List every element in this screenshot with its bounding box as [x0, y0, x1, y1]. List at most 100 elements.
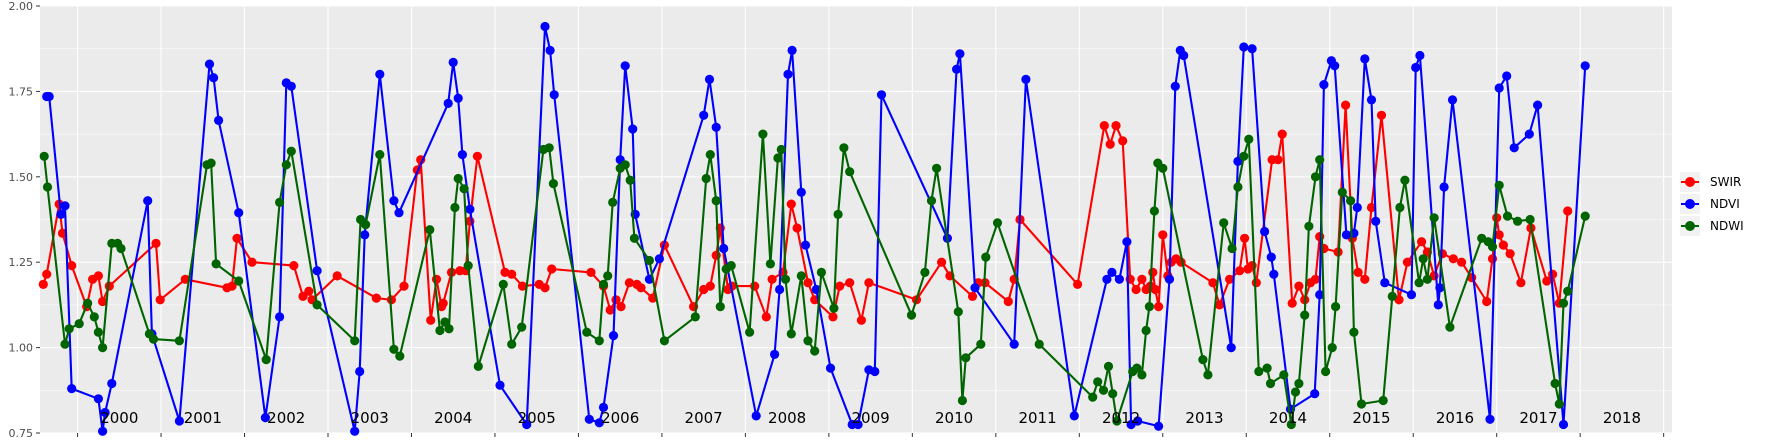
data-point-ndvi: [1226, 343, 1236, 353]
data-point-ndwi: [517, 322, 527, 332]
data-point-swir: [517, 281, 528, 291]
data-point-swir: [786, 199, 796, 209]
data-point-swir: [792, 223, 802, 233]
data-point-swir: [155, 295, 165, 305]
data-point-ndwi: [1158, 163, 1168, 173]
data-point-ndvi: [1164, 274, 1175, 284]
data-point-ndwi: [1088, 392, 1098, 402]
data-point-ndvi: [952, 64, 962, 74]
data-point-ndwi: [1418, 254, 1428, 264]
data-point-swir: [1148, 267, 1158, 277]
data-point-swir: [1073, 279, 1083, 289]
data-point-swir: [1516, 278, 1526, 288]
data-point-ndvi: [209, 73, 219, 83]
data-point-ndwi: [1563, 286, 1573, 296]
year-label-2010: 2010: [935, 409, 973, 427]
data-point-ndwi: [926, 196, 937, 206]
data-point-swir: [42, 269, 52, 279]
data-point-ndwi: [839, 143, 849, 153]
data-point-ndvi: [93, 394, 103, 404]
data-point-ndvi: [1411, 62, 1421, 73]
legend: SWIR NDVI NDWI: [1680, 172, 1744, 236]
data-point-ndvi: [1415, 50, 1425, 61]
data-point-ndvi: [1319, 80, 1329, 90]
data-point-ndvi: [1524, 129, 1534, 139]
data-point-ndwi: [603, 271, 613, 281]
data-point-ndvi: [751, 411, 761, 421]
y-tick-label: 1.25: [9, 256, 34, 269]
data-point-ndwi: [64, 324, 74, 334]
data-point-ndvi: [800, 240, 811, 250]
data-point-ndwi: [758, 129, 768, 139]
data-point-ndvi: [60, 201, 70, 211]
data-point-ndwi: [1400, 175, 1410, 185]
data-point-swir: [705, 281, 715, 291]
data-point-swir: [1273, 155, 1283, 165]
data-point-swir: [1158, 230, 1168, 240]
data-point-swir: [1487, 254, 1498, 264]
data-point-ndwi: [74, 319, 84, 329]
data-point-ndwi: [148, 334, 159, 344]
data-point-ndwi: [776, 144, 786, 155]
data-point-swir: [289, 261, 299, 271]
legend-label-ndvi: NDVI: [1710, 197, 1740, 211]
data-point-ndwi: [829, 303, 839, 313]
data-point-ndwi: [1286, 419, 1296, 430]
data-point-ndwi: [608, 197, 618, 207]
data-point-swir: [180, 274, 190, 284]
data-point-swir: [1111, 121, 1121, 131]
year-label-2002: 2002: [267, 409, 305, 427]
data-point-ndwi: [83, 298, 93, 308]
data-point-ndwi: [375, 150, 385, 160]
data-point-swir: [1402, 257, 1412, 267]
data-point-swir: [1448, 254, 1458, 264]
year-label-2003: 2003: [351, 409, 389, 427]
year-label-2013: 2013: [1185, 409, 1223, 427]
data-point-ndvi: [260, 413, 270, 423]
data-point-ndwi: [1294, 378, 1304, 389]
data-point-ndwi: [992, 218, 1003, 228]
data-point-ndwi: [816, 267, 827, 277]
data-point-ndwi: [906, 310, 917, 320]
data-point-ndvi: [1371, 216, 1381, 226]
data-point-ndvi: [1269, 269, 1279, 279]
data-point-swir: [93, 271, 103, 281]
data-point-ndwi: [1300, 310, 1310, 320]
data-point-ndvi: [1247, 44, 1257, 54]
data-point-swir: [1118, 136, 1128, 146]
data-point-ndwi: [463, 261, 473, 271]
data-point-swir: [547, 264, 557, 274]
data-point-ndvi: [719, 243, 729, 254]
year-label-2015: 2015: [1352, 409, 1390, 427]
data-point-swir: [864, 278, 874, 288]
data-point-ndwi: [1580, 211, 1590, 221]
data-point-ndwi: [625, 175, 635, 185]
data-point-ndwi: [453, 173, 463, 184]
data-point-swir: [507, 269, 517, 279]
data-point-ndvi: [1509, 143, 1519, 153]
data-point-swir: [431, 274, 442, 284]
data-point-swir: [227, 281, 237, 291]
year-label-2011: 2011: [1018, 409, 1056, 427]
data-point-ndwi: [548, 179, 559, 189]
data-point-ndvi: [465, 204, 475, 214]
data-point-swir: [828, 312, 838, 322]
data-point-ndwi: [1513, 216, 1523, 226]
data-point-ndwi: [1132, 363, 1142, 373]
data-point-ndwi: [1310, 172, 1321, 182]
data-point-ndvi: [204, 59, 215, 69]
data-point-swir: [1360, 274, 1370, 284]
data-point-ndvi: [770, 349, 780, 359]
data-point-ndvi: [598, 402, 609, 412]
year-label-2017: 2017: [1519, 409, 1557, 427]
data-point-swir: [1277, 129, 1287, 139]
data-point-ndvi: [174, 416, 184, 426]
data-point-ndvi: [312, 266, 322, 276]
data-point-ndvi: [1122, 237, 1132, 247]
data-point-ndvi: [56, 209, 66, 219]
data-point-ndvi: [1580, 61, 1590, 71]
data-point-ndvi: [699, 110, 709, 120]
data-point-ndwi: [1254, 366, 1264, 377]
data-point-swir: [761, 312, 771, 322]
